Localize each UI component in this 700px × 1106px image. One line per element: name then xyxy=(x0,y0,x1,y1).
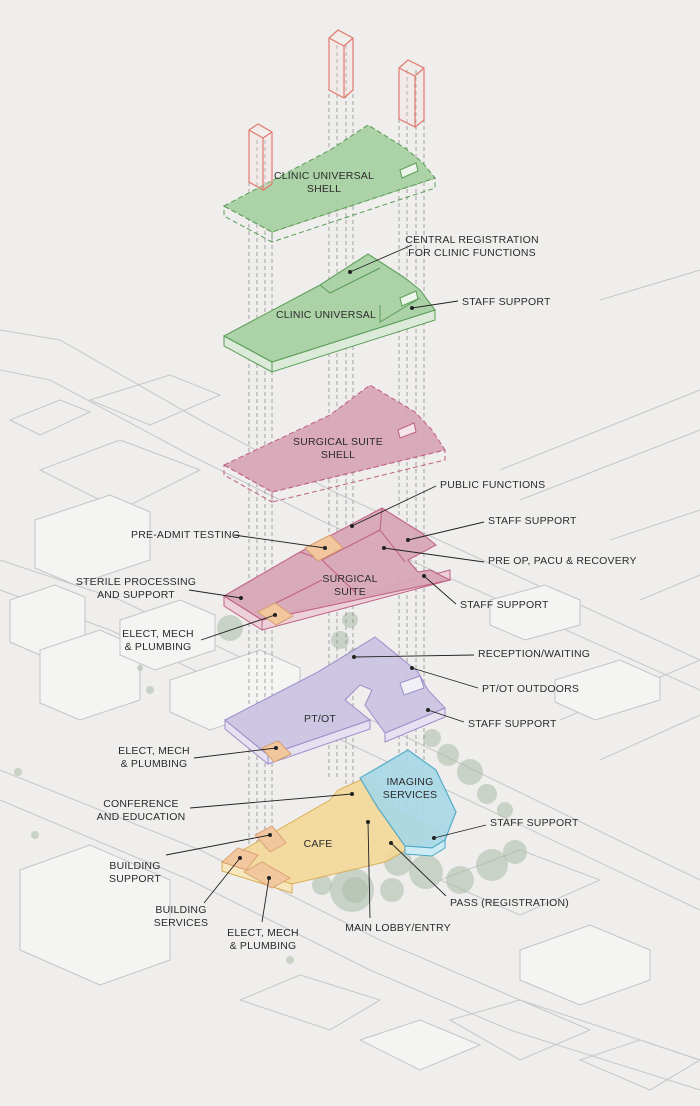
callout-building-support-2: SUPPORT xyxy=(109,873,161,885)
callout-main-lobby: MAIN LOBBY/ENTRY xyxy=(345,922,451,934)
callout-conference-2: AND EDUCATION xyxy=(97,811,186,823)
clinic-shell-notch xyxy=(399,162,419,179)
ground-imaging-label-2: SERVICES xyxy=(383,789,438,801)
callout-staff-support-surgical-top: STAFF SUPPORT xyxy=(488,515,577,527)
ground-service-c xyxy=(242,861,292,889)
ptot-outdoor-notch xyxy=(399,675,425,696)
surgical-label-1: SURGICAL xyxy=(322,573,377,585)
callout-pre-op: PRE OP, PACU & RECOVERY xyxy=(488,555,637,567)
ground-imaging-edge xyxy=(404,839,446,857)
clinic-floor: CLINIC UNIVERSAL xyxy=(222,253,436,373)
clinic-shell-label-2: SHELL xyxy=(307,183,341,195)
ptot-label: PT/OT xyxy=(304,713,336,725)
callout-central-registration-1: CENTRAL REGISTRATION xyxy=(405,234,539,246)
surgical-shell-label-1: SURGICAL SUITE xyxy=(293,436,383,448)
surgical-shell-label-2: SHELL xyxy=(321,449,355,461)
callout-public-functions: PUBLIC FUNCTIONS xyxy=(440,479,545,491)
surgical-shell-floor: SURGICAL SUITE SHELL xyxy=(222,384,446,503)
clinic-shell-floor: CLINIC UNIVERSAL SHELL xyxy=(222,124,436,243)
clinic-shell-slab xyxy=(222,124,436,233)
callout-pass-registration: PASS (REGISTRATION) xyxy=(450,897,569,909)
callout-building-support-1: BUILDING xyxy=(109,860,160,872)
callout-building-services-2: SERVICES xyxy=(154,917,209,929)
callout-reception-waiting: RECEPTION/WAITING xyxy=(478,648,590,660)
clinic-slab xyxy=(222,253,436,363)
surgical-shell-notch xyxy=(397,422,417,439)
callout-conference-1: CONFERENCE xyxy=(103,798,179,810)
tower-left xyxy=(248,123,273,191)
callout-elect-mech-ptot-1: ELECT, MECH xyxy=(118,745,190,757)
clinic-label: CLINIC UNIVERSAL xyxy=(276,309,376,321)
clinic-internal xyxy=(319,267,421,323)
ground-imaging-label-1: IMAGING xyxy=(387,776,434,788)
tower-right xyxy=(398,59,425,128)
ptot-elect xyxy=(261,740,292,763)
site-context xyxy=(0,269,700,1091)
clinic-notch xyxy=(399,290,419,307)
callout-staff-support-clinic: STAFF SUPPORT xyxy=(462,296,551,308)
callout-central-registration-2: FOR CLINIC FUNCTIONS xyxy=(408,247,536,259)
surgical-slab xyxy=(222,507,452,621)
callout-staff-support-ptot: STAFF SUPPORT xyxy=(468,718,557,730)
callout-ptot-outdoors: PT/OT OUTDOORS xyxy=(482,683,579,695)
ground-floor: CAFE IMAGING SERVICES xyxy=(220,749,457,894)
callout-pre-admit-testing: PRE-ADMIT TESTING xyxy=(131,529,240,541)
callout-elect-mech-ground-1: ELECT, MECH xyxy=(227,927,299,939)
callout-staff-support-surgical-bottom: STAFF SUPPORT xyxy=(460,599,549,611)
callout-staff-support-ground: STAFF SUPPORT xyxy=(490,817,579,829)
surgical-floor: SURGICAL SUITE xyxy=(222,507,452,631)
callouts: CENTRAL REGISTRATION FOR CLINIC FUNCTION… xyxy=(76,234,637,952)
towers xyxy=(248,29,425,191)
tower-middle xyxy=(328,29,354,99)
surgical-shell-slab xyxy=(222,384,446,493)
callout-sterile-processing-2: AND SUPPORT xyxy=(97,589,175,601)
ptot-floor: PT/OT xyxy=(224,636,446,766)
ground-service-b xyxy=(254,825,287,853)
surgical-internal xyxy=(261,507,406,611)
callout-sterile-processing-1: STERILE PROCESSING xyxy=(76,576,196,588)
surgical-label-2: SUITE xyxy=(334,586,366,598)
callout-elect-mech-ground-2: & PLUMBING xyxy=(230,940,297,952)
ground-cafe-label: CAFE xyxy=(304,838,333,850)
callout-elect-mech-surgical-2: & PLUMBING xyxy=(125,641,192,653)
callout-elect-mech-ptot-2: & PLUMBING xyxy=(121,758,188,770)
callout-elect-mech-surgical-1: ELECT, MECH xyxy=(122,628,194,640)
callout-building-services-1: BUILDING xyxy=(155,904,206,916)
ptot-slab xyxy=(224,636,446,756)
clinic-shell-label-1: CLINIC UNIVERSAL xyxy=(274,170,374,182)
